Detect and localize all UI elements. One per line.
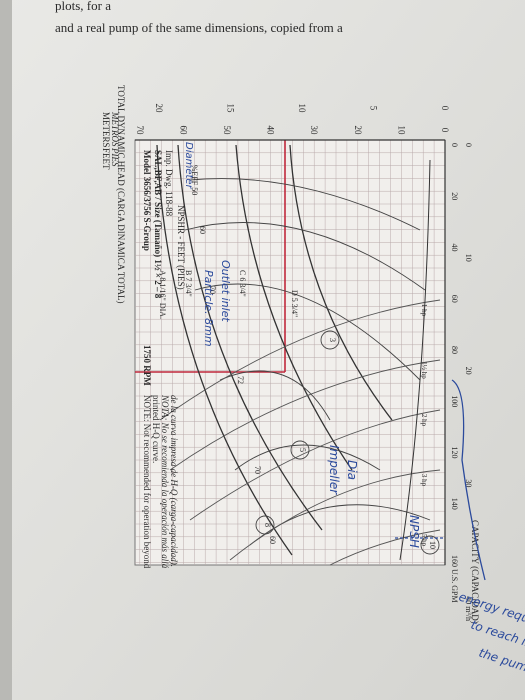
- m3h-tick-label: 10: [464, 254, 473, 262]
- npsh-circle: [320, 330, 340, 350]
- note-line: printed H-Q curve.: [151, 395, 161, 463]
- handwriting: Impeller: [327, 445, 341, 495]
- hq-curve: [156, 144, 293, 556]
- gpm-tick-label: 120: [450, 447, 459, 459]
- model-line: Imp. Dwg. 118-88: [164, 150, 174, 217]
- chart-labels: 0102030405060700510152002040608010012014…: [135, 104, 473, 622]
- handwriting: Dia: [345, 460, 359, 480]
- npsh-circle: [255, 515, 275, 535]
- note-line: de la curva impresa de H-Q (carga-capaci…: [169, 395, 179, 567]
- efficiency-label: 70: [253, 466, 262, 474]
- gpm-tick-label: 40: [450, 244, 459, 252]
- npsh-curve: [399, 159, 431, 561]
- meter-tick-label: 10: [297, 104, 307, 114]
- note-line: NOTE: Not recommended for operation beyo…: [142, 395, 152, 569]
- m3h-tick-label: 0: [464, 143, 473, 147]
- handwriting: Outlet inlet: [219, 260, 232, 322]
- m3h-tick-label: 40 m³/h: [464, 596, 473, 621]
- capacity-title: CAPACITY (CAPACIDAD): [470, 520, 480, 624]
- efficiency-label: 70: [208, 286, 217, 294]
- unit-label: PIES: [110, 147, 120, 167]
- meter-tick-label: 5: [369, 106, 379, 111]
- hq-curve: [177, 144, 323, 531]
- feet-tick-label: 60: [178, 126, 188, 136]
- hp-label: 1 hp: [420, 304, 428, 317]
- handwriting: NPSH: [407, 515, 421, 548]
- impeller-label: A 8 1/16" DIA.: [158, 270, 167, 319]
- gpm-tick-label: 20: [450, 192, 459, 200]
- m3h-tick-label: 30: [464, 479, 473, 487]
- model-line: Model 3656/3756 S-Group: [142, 150, 152, 251]
- hp-line: [159, 299, 441, 421]
- gpm-tick-label: 80: [450, 346, 459, 354]
- efficiency-label: 60: [268, 536, 277, 544]
- m3h-tick-label: 20: [464, 367, 473, 375]
- hp-line: [329, 529, 441, 566]
- npsh-circles: [255, 330, 440, 555]
- impeller-label: D 5 3/4": [290, 290, 299, 317]
- impeller-label: B 7 3/4": [184, 270, 193, 297]
- meter-tick-label: 15: [226, 104, 236, 114]
- npsh-value: 10: [428, 541, 437, 549]
- page-edge: [0, 0, 12, 700]
- hp-line: [169, 359, 441, 471]
- eff-curve: [189, 178, 421, 231]
- npsh-circle: [290, 440, 310, 460]
- rpm: 1750 RPM: [142, 345, 152, 386]
- hp-line: [229, 469, 441, 561]
- gpm-tick-label: 140: [450, 498, 459, 510]
- hp-label: 2 hp: [420, 414, 428, 427]
- axis-title: TOTAL DYNAMIC HEAD (CARGA DINAMICA TOTAL…: [116, 85, 126, 303]
- feet-tick-label: 10: [396, 126, 406, 136]
- feet-tick-label: 40: [266, 126, 276, 136]
- model-line: SAL,BF,AB / Size (Tamaño) 1½ × 2 – 8: [153, 150, 163, 299]
- npsh-value: 5: [298, 448, 307, 452]
- efficiency-label: %EFF 50: [190, 165, 199, 195]
- grid-area: [134, 139, 446, 566]
- hp-label: 1½ hp: [420, 361, 428, 379]
- impeller-label: C 6 3/4": [238, 270, 247, 297]
- gpm-tick-label: 160 U.S. GPM: [450, 555, 459, 603]
- hq-curves: [156, 144, 393, 556]
- eff-curve: [184, 222, 426, 291]
- feet-tick-label: 70: [135, 126, 145, 136]
- handwriting: Particle. 8mm: [202, 270, 215, 347]
- unit-label: METROS: [110, 111, 120, 147]
- eff-curves: [184, 178, 431, 546]
- npsh-label: NPSHR - FEET (PIES): [176, 205, 186, 290]
- hp-lines: [159, 299, 441, 566]
- feet-tick-label: 20: [353, 126, 363, 136]
- feet-tick-label: 50: [222, 126, 232, 136]
- hp-label: 5 hp: [420, 534, 428, 547]
- eff-curve: [194, 283, 421, 381]
- npsh-circle: [420, 535, 440, 555]
- hq-curve: [289, 144, 393, 421]
- hp-line: [189, 409, 441, 521]
- hp-label: 3 hp: [420, 474, 428, 487]
- text-line: plots, for a: [55, 0, 111, 13]
- npsh-value: 8: [263, 523, 272, 527]
- eff-curve: [219, 370, 331, 421]
- unit-label: FEET: [101, 148, 111, 170]
- meter-tick-label: 0: [440, 106, 450, 111]
- gpm-tick-label: 0: [450, 143, 459, 147]
- note-line: NOTA: No se recomienda la operación más …: [160, 394, 170, 569]
- feet-tick-label: 0: [440, 128, 450, 133]
- meter-tick-label: 20: [154, 104, 164, 114]
- feet-tick-label: 30: [309, 126, 319, 136]
- text-line: and a real pump of the same dimensions, …: [55, 20, 343, 35]
- handwriting: Diameter: [183, 142, 194, 190]
- unit-label: METERS: [101, 112, 111, 148]
- hand-bracket: [451, 379, 486, 581]
- efficiency-label: 60: [198, 226, 207, 234]
- gpm-tick-label: 100: [450, 395, 459, 407]
- npsh-value: 3: [328, 338, 337, 342]
- hq-curve: [235, 144, 353, 471]
- eff-curve: [234, 444, 381, 471]
- gpm-tick-label: 60: [450, 295, 459, 303]
- efficiency-label: 72: [236, 376, 245, 384]
